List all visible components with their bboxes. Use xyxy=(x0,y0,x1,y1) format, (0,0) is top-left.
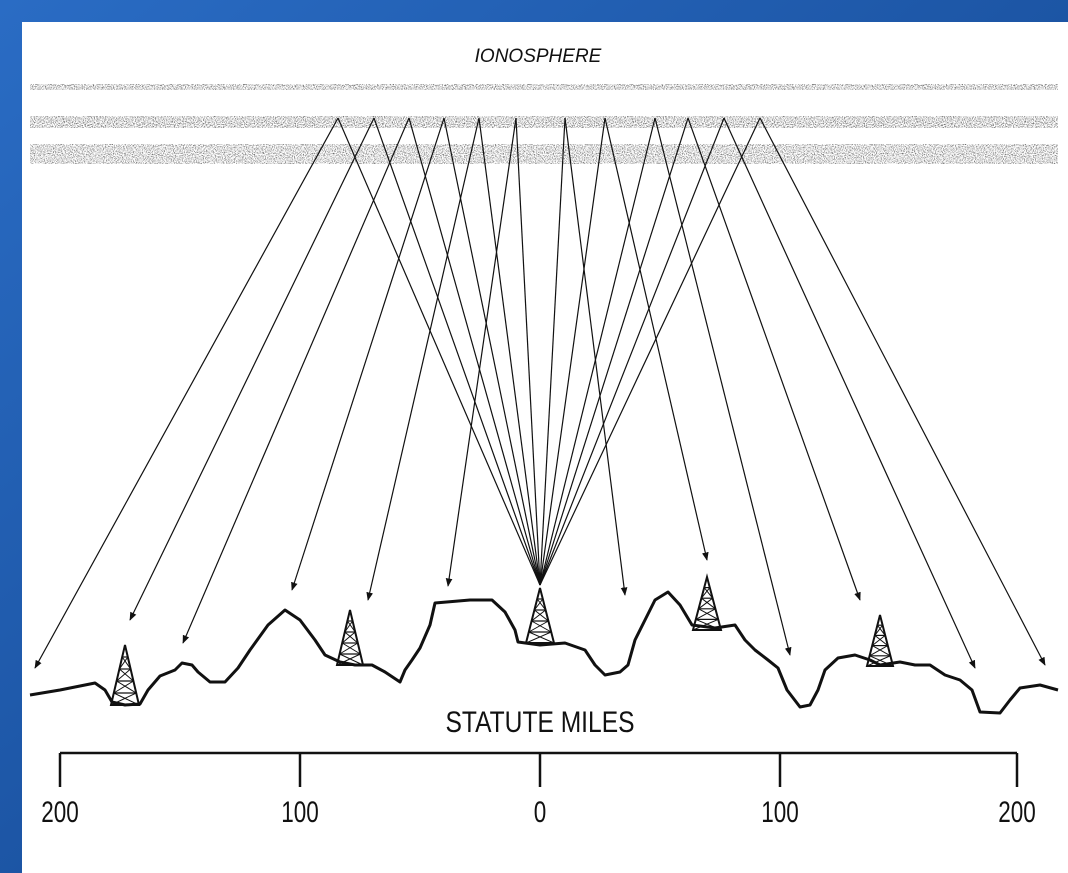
tower-brace xyxy=(336,653,361,666)
tower xyxy=(335,609,365,666)
ray-down xyxy=(34,117,339,669)
tower-brace xyxy=(534,609,549,622)
tower-brace xyxy=(874,635,889,646)
ray-down xyxy=(445,117,517,587)
tower-brace xyxy=(121,656,132,670)
tower-brace xyxy=(874,624,883,636)
tower-brace xyxy=(341,631,356,644)
ray-up xyxy=(539,117,606,586)
tower-brace xyxy=(703,587,713,599)
tower-brace xyxy=(525,631,552,644)
tower-brace xyxy=(692,618,719,631)
tower-brace xyxy=(695,618,722,631)
tower-brace xyxy=(119,668,134,682)
band xyxy=(30,116,1058,128)
tower xyxy=(524,587,556,644)
tower-brace xyxy=(110,692,137,706)
ray-up xyxy=(539,117,566,586)
tower-brace xyxy=(339,653,364,666)
ray-up xyxy=(515,117,541,586)
ray-up xyxy=(337,117,541,586)
scale-tick-label: 0 xyxy=(534,795,547,829)
tower-outline xyxy=(109,644,141,706)
tower xyxy=(691,573,723,631)
towers xyxy=(109,573,895,706)
tower-brace xyxy=(698,597,713,610)
tower-brace xyxy=(866,655,891,667)
tower-brace xyxy=(528,620,549,633)
tower-outline xyxy=(865,614,895,667)
scale-title: STATUTE MILES xyxy=(446,705,635,739)
ray-down xyxy=(654,117,792,656)
tower-brace xyxy=(877,624,886,636)
ray-down xyxy=(366,117,480,601)
tower-brace xyxy=(701,597,716,610)
ray-down xyxy=(291,117,445,591)
ray-down xyxy=(182,117,410,644)
scale-labels: 200 100 0 100 200 xyxy=(41,795,1036,829)
band xyxy=(30,144,1058,164)
tower-brace xyxy=(116,668,131,682)
ray-down xyxy=(129,117,375,621)
tower-brace xyxy=(344,620,354,633)
tower-outline xyxy=(335,609,365,666)
tower-brace xyxy=(113,692,140,706)
ray-up xyxy=(373,117,541,586)
tower-brace xyxy=(118,656,129,670)
tower-brace xyxy=(531,620,552,633)
ray-up xyxy=(539,117,656,586)
ray-down xyxy=(723,117,976,669)
ray-up xyxy=(408,117,541,586)
tower-brace xyxy=(339,642,359,655)
tower-brace xyxy=(536,598,546,611)
tower-outline xyxy=(691,573,723,631)
ray-down xyxy=(687,117,861,601)
scale-bar xyxy=(58,751,1019,787)
scale-tick-label: 200 xyxy=(998,795,1036,829)
tower-brace xyxy=(698,608,719,620)
tower-brace xyxy=(871,645,891,657)
ray-up xyxy=(539,117,689,586)
ionosphere-bands xyxy=(30,84,1058,164)
tower-brace xyxy=(528,631,555,644)
scale-tick-label: 100 xyxy=(761,795,799,829)
ray-up xyxy=(478,117,541,586)
band xyxy=(30,84,1058,90)
ray-up xyxy=(443,117,541,586)
tower-brace xyxy=(869,645,889,657)
tower xyxy=(109,644,141,706)
tower xyxy=(865,614,895,667)
tower-brace xyxy=(871,635,886,646)
scale-tick-label: 100 xyxy=(281,795,319,829)
tower-brace xyxy=(116,680,137,694)
tower-brace xyxy=(695,608,716,620)
tower-brace xyxy=(869,655,894,667)
ray-up xyxy=(539,117,761,586)
tower-brace xyxy=(531,609,546,622)
tower-brace xyxy=(346,620,356,633)
ray-down xyxy=(564,117,628,596)
ionosphere-label: IONOSPHERE xyxy=(475,46,602,67)
scale-tick-label: 200 xyxy=(41,795,79,829)
ray-up xyxy=(539,117,725,586)
tower-brace xyxy=(344,631,359,644)
ray-down xyxy=(759,117,1046,666)
terrain xyxy=(29,590,1059,715)
tower-brace xyxy=(534,598,544,611)
tower-brace xyxy=(341,642,361,655)
tower-brace xyxy=(113,680,134,694)
rays xyxy=(34,117,1046,669)
tower-brace xyxy=(701,587,711,599)
tower-outline xyxy=(524,587,556,644)
